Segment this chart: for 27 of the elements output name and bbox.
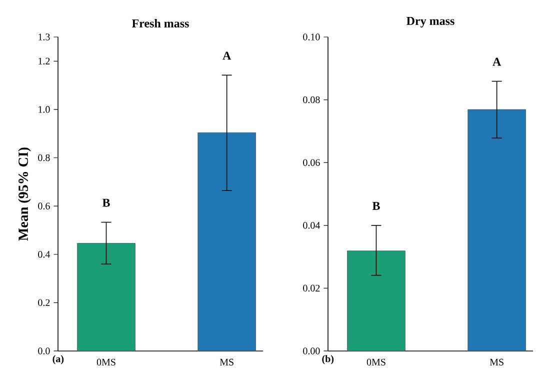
x-tick-label: MS bbox=[490, 358, 504, 366]
y-tick-label: 0.02 bbox=[303, 284, 320, 292]
text: (b) bbox=[322, 355, 334, 364]
y-tick-label: 1.3 bbox=[38, 34, 50, 40]
x-tick-label: MS bbox=[220, 358, 234, 366]
y-tick-label: 0.8 bbox=[38, 154, 50, 162]
y-tick-label: 0.0 bbox=[38, 348, 50, 354]
text: (a) bbox=[52, 355, 64, 364]
chart-title: Fresh mass bbox=[132, 19, 189, 28]
annotation: B bbox=[102, 198, 110, 207]
x-tick-label: 0MS bbox=[366, 358, 386, 366]
y-tick-label: 1.0 bbox=[38, 106, 50, 113]
y-tick-label: 0.06 bbox=[303, 159, 320, 166]
annotation: B bbox=[372, 202, 380, 210]
y-tick-label: 0.08 bbox=[303, 96, 320, 104]
y-tick-label: 0.04 bbox=[303, 222, 320, 229]
annotation: A bbox=[492, 58, 502, 66]
y-tick-label: 0.2 bbox=[38, 299, 50, 306]
y-axis-title: Mean (95% CI) bbox=[18, 148, 31, 241]
y-tick-label: 0.00 bbox=[303, 348, 320, 354]
y-tick-label: 1.2 bbox=[38, 58, 50, 65]
annotation: A bbox=[222, 52, 232, 60]
chart-title: Dry mass bbox=[406, 17, 454, 28]
x-tick-label: 0MS bbox=[96, 358, 116, 366]
y-tick-label: 0.10 bbox=[303, 34, 320, 40]
y-tick-label: 0.4 bbox=[38, 250, 50, 258]
y-tick-label: 0.6 bbox=[38, 202, 50, 210]
